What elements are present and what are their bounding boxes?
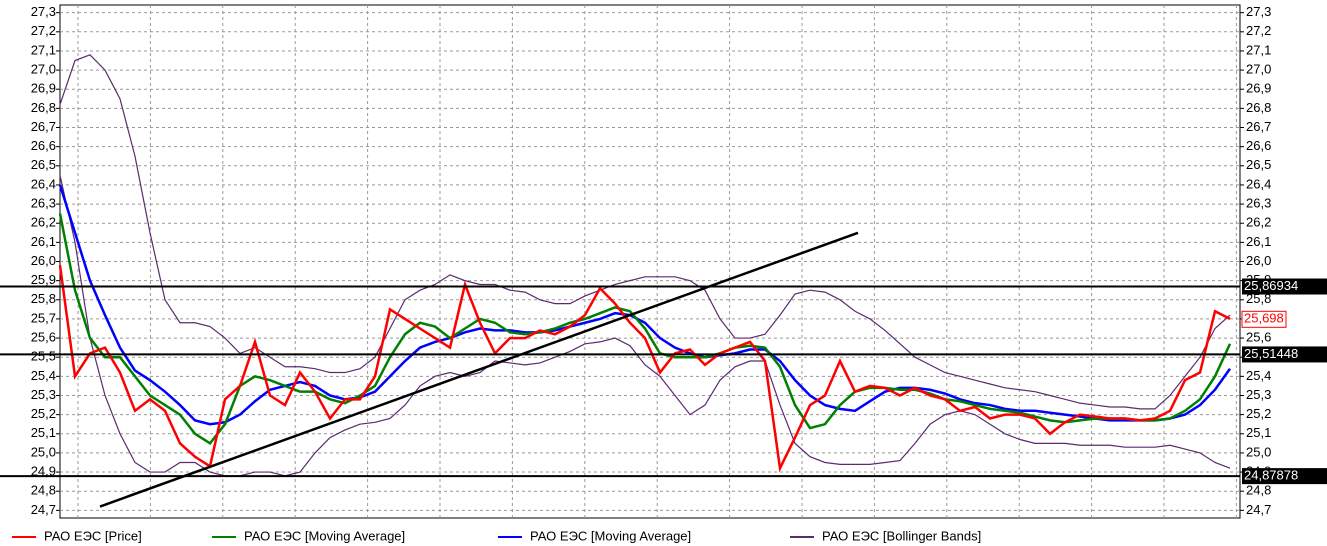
y-tick-label: 26,0: [31, 253, 56, 268]
y-tick-label: 26,4: [31, 176, 56, 191]
y2-tick-label: 26,7: [1246, 119, 1271, 134]
y-tick-label: 25,6: [31, 330, 56, 345]
y-tick-label: 24,8: [31, 483, 56, 498]
y-tick-label: 25,0: [31, 444, 56, 459]
legend-label: РАО ЕЭС [Price]: [44, 528, 142, 543]
y2-tick-label: 25,1: [1246, 425, 1271, 440]
y-tick-label: 25,4: [31, 368, 56, 383]
y-tick-label: 27,2: [31, 23, 56, 38]
y2-tick-label: 26,0: [1246, 253, 1271, 268]
y-tick-label: 25,7: [31, 310, 56, 325]
y-tick-label: 27,0: [31, 62, 56, 77]
y2-tick-label: 26,9: [1246, 81, 1271, 96]
y-tick-label: 26,7: [31, 119, 56, 134]
ma-green: [58, 213, 1232, 446]
level-label-box: [1242, 346, 1327, 363]
y2-tick-label: 26,5: [1246, 157, 1271, 172]
y-tick-label: 25,3: [31, 387, 56, 402]
y2-tick-label: 27,2: [1246, 23, 1271, 38]
price: [58, 265, 1231, 473]
y-tick-label: 26,3: [31, 196, 56, 211]
y-tick-label: 25,8: [31, 291, 56, 306]
y-tick-label: 25,9: [31, 272, 56, 287]
y2-tick-label: 24,7: [1246, 502, 1271, 517]
legend-label: РАО ЕЭС [Moving Average]: [244, 528, 405, 543]
y2-tick-label: 26,1: [1246, 234, 1271, 249]
y-tick-label: 25,1: [31, 425, 56, 440]
y2-tick-label: 26,4: [1246, 176, 1271, 191]
y-tick-label: 24,7: [31, 502, 56, 517]
y-tick-label: 26,2: [31, 215, 56, 230]
level-label-box: [1242, 278, 1327, 295]
y-tick-label: 25,5: [31, 349, 56, 364]
y2-tick-label: 24,8: [1246, 483, 1271, 498]
y2-tick-label: 27,0: [1246, 62, 1271, 77]
y2-tick-label: 25,3: [1246, 387, 1271, 402]
y-tick-label: 24,9: [31, 463, 56, 478]
y2-tick-label: 25,4: [1246, 368, 1271, 383]
last-label-box: [1241, 310, 1287, 328]
legend-label: РАО ЕЭС [Bollinger Bands]: [822, 528, 981, 543]
y-tick-label: 26,1: [31, 234, 56, 249]
y2-tick-label: 25,8: [1246, 291, 1271, 306]
y2-tick-label: 26,8: [1246, 100, 1271, 115]
y-tick-label: 27,3: [31, 4, 56, 19]
level-label: 25,51448: [1244, 346, 1298, 361]
y2-tick-label: 27,1: [1246, 42, 1271, 57]
bollinger-lower: [59, 175, 1231, 477]
y-tick-label: 26,5: [31, 157, 56, 172]
last-label: 25,698: [1244, 311, 1284, 326]
level-label: 25,86934: [1244, 278, 1298, 293]
y2-tick-label: 25,6: [1246, 330, 1271, 345]
y-tick-label: 25,2: [31, 406, 56, 421]
y2-tick-label: 26,2: [1246, 215, 1271, 230]
y-tick-label: 26,8: [31, 100, 56, 115]
trendline: [99, 231, 859, 508]
legend-label: РАО ЕЭС [Moving Average]: [530, 528, 691, 543]
y2-tick-label: 26,3: [1246, 196, 1271, 211]
y-tick-label: 26,6: [31, 138, 56, 153]
y2-tick-label: 25,2: [1246, 406, 1271, 421]
y2-tick-label: 26,6: [1246, 138, 1271, 153]
y-tick-label: 26,9: [31, 81, 56, 96]
y2-tick-label: 25,0: [1246, 444, 1271, 459]
level-label-box: [1242, 468, 1327, 485]
bollinger-upper: [59, 54, 1231, 410]
level-label: 24,87878: [1244, 468, 1298, 483]
y2-tick-label: 27,3: [1246, 4, 1271, 19]
ma-blue: [58, 184, 1232, 426]
y-tick-label: 27,1: [31, 42, 56, 57]
